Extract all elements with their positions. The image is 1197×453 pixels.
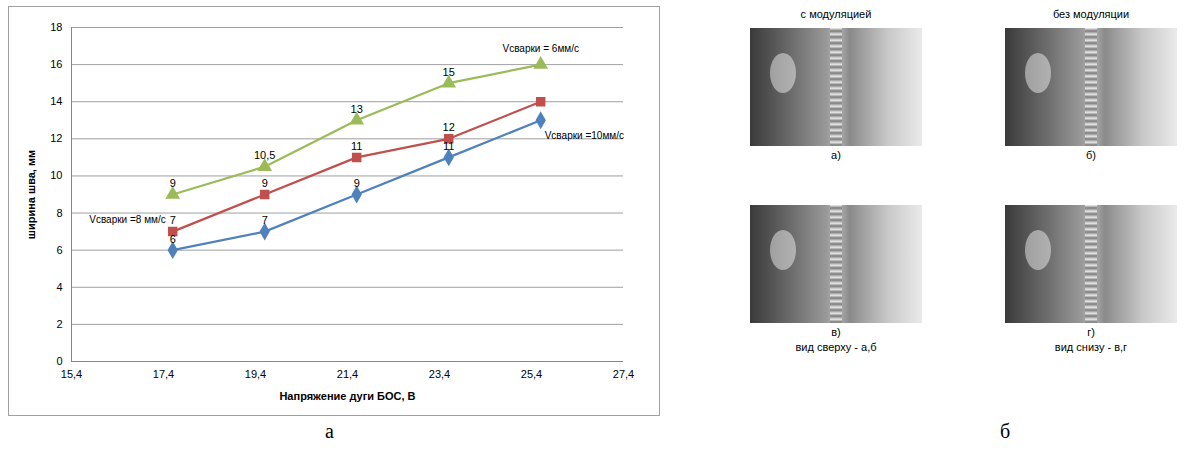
- svg-text:6: 6: [170, 233, 176, 245]
- svg-text:27,4: 27,4: [613, 368, 634, 380]
- svg-text:0: 0: [56, 355, 62, 367]
- svg-text:9: 9: [170, 177, 176, 189]
- svg-text:Vсварки =8 мм/с: Vсварки =8 мм/с: [89, 214, 165, 225]
- svg-text:21,4: 21,4: [337, 368, 358, 380]
- svg-text:15: 15: [443, 66, 455, 78]
- html-text:вид снизу - в,г: вид снизу - в,г: [1054, 341, 1128, 353]
- svg-text:9: 9: [262, 177, 268, 189]
- svg-text:Vсварки =10мм/с: Vсварки =10мм/с: [545, 130, 624, 141]
- svg-text:19,4: 19,4: [245, 368, 266, 380]
- html-text:а: а: [325, 420, 334, 442]
- html-text:г): г): [1087, 326, 1095, 338]
- html-text:б: б: [1000, 420, 1011, 442]
- svg-text:6: 6: [56, 244, 62, 256]
- svg-text:25,4: 25,4: [521, 368, 542, 380]
- svg-text:10,5: 10,5: [254, 149, 275, 161]
- svg-text:7: 7: [170, 214, 176, 226]
- svg-text:17,4: 17,4: [153, 368, 174, 380]
- svg-text:23,4: 23,4: [429, 368, 450, 380]
- svg-text:8: 8: [56, 207, 62, 219]
- svg-text:11: 11: [443, 140, 454, 152]
- svg-text:Vсварки = 6мм/с: Vсварки = 6мм/с: [502, 43, 578, 54]
- svg-text:10: 10: [50, 169, 62, 181]
- html-text:без модуляции: без модуляции: [1052, 8, 1130, 20]
- svg-text:2: 2: [56, 318, 62, 330]
- svg-text:ширина шва, мм: ширина шва, мм: [25, 150, 37, 240]
- svg-text:12: 12: [443, 121, 455, 133]
- svg-text:7: 7: [262, 214, 268, 226]
- svg-text:15,4: 15,4: [61, 368, 82, 380]
- html-text:б): б): [1086, 149, 1096, 161]
- svg-text:18: 18: [50, 21, 62, 33]
- html-text:вид сверху - а,б: вид сверху - а,б: [795, 341, 877, 353]
- html-text:с модуляцией: с модуляцией: [800, 8, 872, 20]
- html-text:а): а): [831, 149, 841, 161]
- svg-text:13: 13: [351, 103, 363, 115]
- svg-text:11: 11: [351, 140, 362, 152]
- svg-text:14: 14: [50, 95, 62, 107]
- svg-text:Напряжение дуги БОС, В: Напряжение дуги БОС, В: [279, 390, 415, 402]
- svg-text:16: 16: [50, 58, 62, 70]
- html-text:в): в): [831, 326, 841, 338]
- svg-text:4: 4: [56, 281, 62, 293]
- svg-text:12: 12: [50, 132, 62, 144]
- svg-text:9: 9: [354, 177, 360, 189]
